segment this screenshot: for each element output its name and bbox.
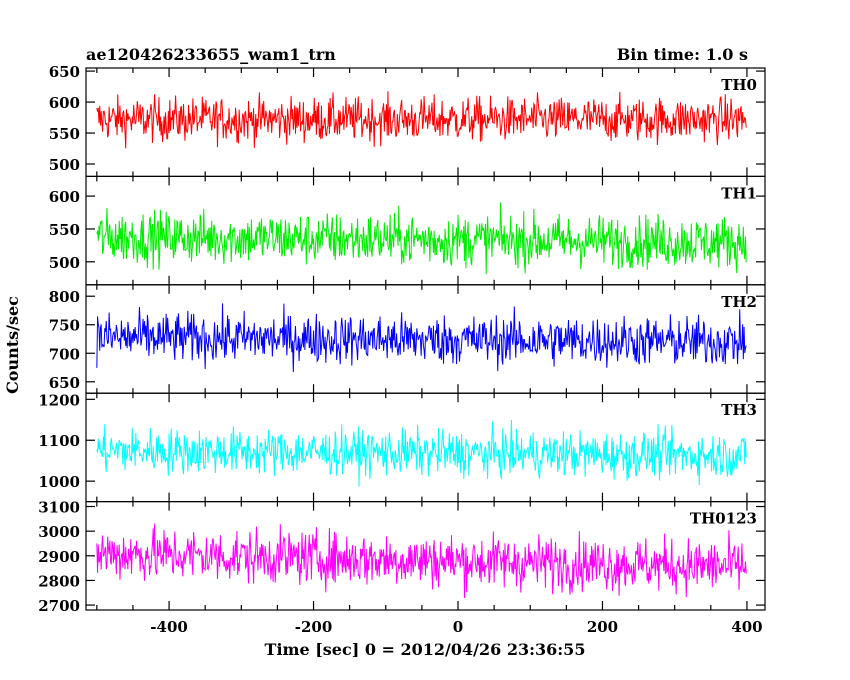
x-axis: -400 -200 0 200 400 [150, 618, 762, 636]
x-tick-label: 0 [453, 618, 463, 636]
x-axis-label: Time [sec] 0 = 2012/04/26 23:36:55 [265, 640, 586, 659]
panel-th2: 650 700 750 800 TH2 [49, 284, 766, 394]
y-tick-label: 3100 [38, 499, 80, 517]
series-line-th3 [96, 419, 747, 487]
x-tick-label: -200 [295, 618, 333, 636]
y-tick-label: 600 [49, 188, 80, 206]
panel-th3: 1000 1100 1200 TH3 [38, 391, 766, 503]
y-tick-label: 1100 [38, 432, 80, 450]
y-tick-label: 500 [49, 254, 80, 272]
series-label-th0: TH0 [721, 76, 757, 94]
y-tick-label: 1000 [38, 473, 80, 491]
series-line-th0 [96, 91, 747, 149]
series-line-th0123 [96, 523, 747, 598]
series-label-th0123: TH0123 [690, 510, 757, 528]
y-tick-label: 2700 [38, 597, 80, 615]
y-tick-label: 750 [49, 317, 80, 335]
y-tick-label: 550 [49, 125, 80, 143]
y-tick-label: 1200 [38, 391, 80, 409]
panel-th0: 500 550 600 650 TH0 [49, 63, 766, 178]
y-tick-label: 650 [49, 374, 80, 392]
y-tick-label: 600 [49, 94, 80, 112]
series-label-th2: TH2 [721, 293, 757, 311]
y-tick-label: 800 [49, 288, 80, 306]
x-tick-label: 400 [731, 618, 762, 636]
x-tick-label: -400 [150, 618, 188, 636]
panel-th1: 500 550 600 TH1 [49, 175, 766, 286]
y-tick-label: 550 [49, 221, 80, 239]
panels-group: 500 550 600 650 TH0 500 550 600 TH1 650 700 750 800 T… [38, 63, 766, 615]
series-label-th1: TH1 [721, 184, 757, 202]
chart-title-right: Bin time: 1.0 s [617, 45, 748, 64]
series-label-th3: TH3 [721, 401, 757, 419]
series-line-th2 [96, 303, 747, 373]
y-tick-label: 650 [49, 63, 80, 81]
panel-th0123: 2700 2800 2900 3000 3100 TH0123 [38, 499, 766, 615]
y-tick-label: 2800 [38, 572, 80, 590]
x-tick-label: 200 [587, 618, 618, 636]
chart-title-left: ae120426233655_wam1_trn [86, 45, 336, 64]
y-tick-label: 3000 [38, 523, 80, 541]
series-line-th1 [96, 202, 747, 275]
y-axis-label: Counts/sec [3, 296, 22, 394]
y-tick-label: 500 [49, 156, 80, 174]
y-tick-label: 700 [49, 345, 80, 363]
y-tick-label: 2900 [38, 548, 80, 566]
